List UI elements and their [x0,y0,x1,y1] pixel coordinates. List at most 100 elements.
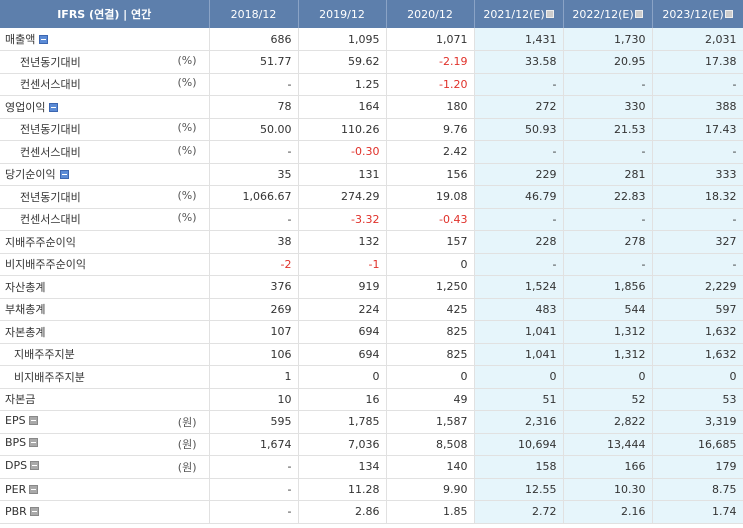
value-cell: 134 [298,455,387,479]
header-row: IFRS (연결) | 연간 2018/12 2019/12 2020/12 2… [0,0,743,28]
collapse-icon[interactable] [49,102,59,112]
row-label: EPS [5,413,26,427]
value-cell: 483 [474,298,564,321]
header-col-label: 2021/12(E) [483,7,545,21]
value-cell: - [209,140,299,164]
value-cell: 50.93 [474,118,564,141]
value-cell: 1,066.67 [209,185,299,209]
row-label-cell: 컨센서스대비 (%) [0,208,210,231]
estimate-info-icon[interactable] [634,9,643,18]
value-cell: 21.53 [563,118,653,141]
row-label: 전년동기대비 [20,190,81,204]
table-row: 자본금 10 16 49 51 52 53 [0,388,743,411]
value-cell: - [474,253,564,276]
value-cell: 1,632 [652,343,743,366]
value-cell: 1.74 [652,500,743,524]
value-cell: 2.72 [474,500,564,524]
table-row: 당기순이익 35 131 156 229 281 333 [0,163,743,186]
row-label: 자본총계 [5,325,46,339]
value-cell: - [209,478,299,501]
row-label-cell: PER [0,478,210,501]
header-col-label: 2020/12 [407,7,453,21]
value-cell: 16 [298,388,387,411]
value-cell: 1,041 [474,343,564,366]
collapse-icon[interactable] [39,35,49,44]
value-cell: 425 [386,298,475,321]
value-cell: - [474,208,564,231]
table-row: 비지배주주순이익 -2 -1 0- - - [0,253,743,276]
value-cell: - [563,253,653,276]
value-cell: 224 [298,298,387,321]
value-cell: - [563,73,653,96]
row-label-cell: 부채총계 [0,298,210,321]
table-row: BPS (원) 1,674 7,036 8,508 10,694 13,444 16,685 [0,433,743,456]
row-unit: (원) [177,460,197,474]
value-cell: - [209,500,299,524]
value-cell: 1,071 [386,28,475,51]
value-cell: 2.16 [563,500,653,524]
value-cell: 1,095 [298,28,387,51]
info-icon[interactable] [28,415,38,425]
value-cell: 59.62 [298,50,387,74]
table-row: DPS (원) -134 140 158 166 179 [0,455,743,479]
value-cell: 2.86 [298,500,387,524]
value-cell: 49 [386,388,475,411]
row-label: 비지배주주순이익 [5,258,86,272]
value-cell: 327 [652,230,743,254]
value-cell: 12.55 [474,478,564,501]
value-cell: - [652,208,743,231]
info-icon[interactable] [29,438,39,448]
value-cell: 269 [209,298,299,321]
value-cell: 1,587 [386,410,475,434]
info-icon[interactable] [29,484,39,494]
value-cell: 9.90 [386,478,475,501]
value-cell: 131 [298,163,387,186]
value-cell: 38 [209,230,299,254]
info-icon[interactable] [29,507,39,517]
info-icon[interactable] [30,460,40,470]
value-cell: 272 [474,95,564,119]
value-cell: 0 [386,365,475,389]
value-cell: 156 [386,163,475,186]
value-cell: 19.08 [386,185,475,209]
estimate-info-icon[interactable] [545,9,554,18]
table-row: 자본총계 107 694 825 1,041 1,312 1,632 [0,320,743,344]
table-row: 컨센서스대비 (%) - -0.30 2.42- - - [0,140,743,164]
value-cell: - [652,140,743,164]
row-label-cell: 지배주주지분 [0,343,210,366]
value-cell: -2 [209,253,299,276]
value-cell: 46.79 [474,185,564,209]
row-label-cell: 전년동기대비 (%) [0,50,210,74]
table-row: PER -11.28 9.90 12.55 10.30 8.75 [0,478,743,501]
header-title: IFRS (연결) | 연간 [0,0,210,28]
row-label: 부채총계 [5,303,46,317]
value-cell: 333 [652,163,743,186]
value-cell: - [563,140,653,164]
value-cell: 1 [209,365,299,389]
value-cell: 2.42 [386,140,475,164]
value-cell: 3,319 [652,410,743,434]
row-label-cell: 영업이익 [0,95,210,119]
value-cell: 2,229 [652,275,743,299]
estimate-info-icon[interactable] [724,9,733,18]
collapse-icon[interactable] [59,170,69,180]
row-label: DPS [5,458,28,472]
value-cell: 694 [298,320,387,344]
row-label: 지배주주순이익 [5,235,76,249]
value-cell: -3.32 [298,208,387,231]
table-row: 자산총계 376 919 1,250 1,524 1,856 2,229 [0,275,743,299]
header-col: 2023/12(E) [652,0,743,28]
value-cell: 158 [474,455,564,479]
value-cell: 1,431 [474,28,564,51]
header-col-label: 2022/12(E) [572,7,634,21]
table-row: PBR -2.86 1.85 2.72 2.16 1.74 [0,500,743,524]
row-label-cell: EPS (원) [0,410,210,434]
value-cell: 544 [563,298,653,321]
value-cell: - [652,73,743,96]
row-label: BPS [5,436,27,450]
value-cell: 1,312 [563,343,653,366]
row-label: PER [5,482,27,496]
value-cell: - [474,140,564,164]
row-label: 영업이익 [5,100,46,114]
table-row: 컨센서스대비 (%) -1.25 -1.20- - - [0,73,743,96]
